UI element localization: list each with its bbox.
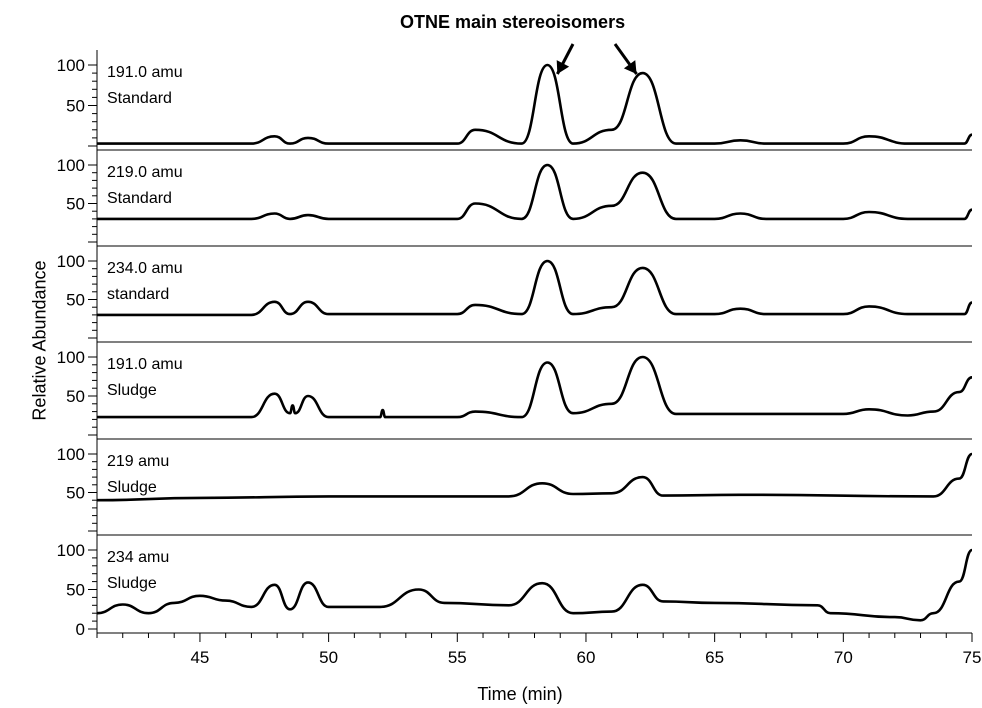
series-line [96, 452, 973, 502]
x-tick-label: 50 [319, 648, 338, 667]
panel-label: 219 amu [107, 453, 169, 470]
y-tick-label: 50 [66, 195, 85, 214]
y-tick-label: 50 [66, 97, 85, 116]
panel-label: Sludge [107, 382, 157, 399]
series-line [97, 259, 973, 317]
y-tick-label: 50 [66, 581, 85, 600]
panel-label: 191.0 amu [107, 356, 183, 373]
y-tick-label: 50 [66, 387, 85, 406]
series-line [97, 355, 973, 419]
y-tick-label: 50 [66, 291, 85, 310]
panel-label: 219.0 amu [107, 164, 183, 181]
y-tick-label: 100 [57, 541, 85, 560]
x-tick-label: 60 [577, 648, 596, 667]
x-tick-label: 65 [705, 648, 724, 667]
y-tick-label: 100 [57, 56, 85, 75]
panel-label: Standard [107, 190, 172, 207]
panel-label: standard [107, 286, 169, 303]
panel-label: 234.0 amu [107, 260, 183, 277]
annotation-arrow-head [556, 60, 570, 74]
series-line [96, 163, 973, 221]
x-tick-label: 70 [834, 648, 853, 667]
chart-title: OTNE main stereoisomers [400, 12, 626, 32]
x-tick-label: 45 [190, 648, 209, 667]
x-tick-label: 75 [963, 648, 982, 667]
series-line [97, 63, 973, 145]
x-tick-label: 55 [448, 648, 467, 667]
panel-label: 234 amu [107, 549, 169, 566]
x-axis-label: Time (min) [477, 684, 563, 704]
annotation-arrow-head [623, 60, 637, 74]
y-tick-label: 100 [57, 348, 85, 367]
series-line [96, 548, 973, 622]
panel-label: Sludge [107, 479, 157, 496]
y-axis-label: Relative Abundance [29, 260, 50, 421]
y-tick-label: 100 [57, 445, 85, 464]
panel-label: Standard [107, 90, 172, 107]
panel-label: 191.0 amu [107, 64, 183, 81]
y-tick-label: 100 [57, 156, 85, 175]
panel-label: Sludge [107, 575, 157, 592]
y-tick-label: 0 [76, 620, 85, 639]
y-tick-label: 100 [57, 252, 85, 271]
y-tick-label: 50 [66, 484, 85, 503]
